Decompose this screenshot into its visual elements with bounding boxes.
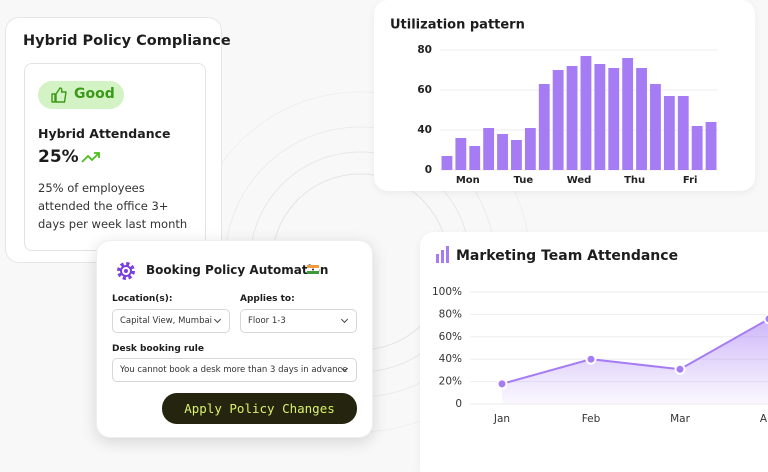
area — [502, 319, 768, 404]
y-tick-label: 80 — [417, 44, 432, 56]
inner-box: Good Hybrid Attendance 25% 25% of employ… — [24, 63, 206, 251]
bar — [497, 134, 508, 170]
bar — [511, 140, 522, 170]
field-label: Applies to: — [240, 294, 295, 304]
bar — [581, 56, 592, 170]
bar — [539, 84, 550, 170]
bar — [706, 122, 717, 170]
point — [587, 355, 596, 364]
bar — [442, 156, 453, 170]
bar — [553, 70, 564, 170]
floor-select[interactable]: Floor 1-3 — [240, 309, 357, 333]
x-tick-label: Apr — [760, 413, 768, 425]
bar — [469, 146, 480, 170]
y-tick-label: 40 — [417, 124, 432, 136]
utilization-card: Utilization pattern 0 40 60 80 Mon Tue Wed Thu F… — [374, 0, 755, 191]
bar — [594, 64, 605, 170]
page: Hybrid Policy Compliance Good Hybrid Att… — [0, 0, 768, 460]
chart-title: Marketing Team Attendance — [456, 248, 678, 264]
y-tick-label: 0 — [455, 398, 462, 410]
bar — [525, 128, 536, 170]
bar-chart: Utilization pattern 0 40 60 80 Mon Tue Wed Thu F… — [374, 0, 755, 191]
status-text: Good — [74, 86, 115, 102]
description: 25% of employees attended the office 3+ … — [38, 179, 198, 233]
gear-icon — [114, 259, 138, 283]
x-tick-label: Wed — [567, 175, 592, 186]
line-chart: Marketing Team Attendance 0 20% 40% 60% 80% 1… — [420, 232, 768, 472]
bar — [608, 68, 619, 170]
bar — [622, 58, 633, 170]
trend-icon — [81, 150, 101, 164]
bar — [483, 128, 494, 170]
x-tick-label: Feb — [582, 413, 601, 425]
x-tick-label: Mon — [456, 175, 480, 186]
booking-card: Booking Policy Automation Location(s): A… — [96, 240, 373, 438]
status-badge: Good — [38, 81, 124, 109]
attendance-card: Marketing Team Attendance 0 20% 40% 60% 80% 1… — [420, 232, 768, 472]
thumb-icon — [50, 86, 68, 104]
x-tick-label: Fri — [683, 175, 698, 186]
bar — [636, 68, 647, 170]
x-tick-label: Tue — [514, 175, 534, 186]
x-tick-label: Jan — [493, 413, 510, 425]
bar — [567, 66, 578, 170]
bar — [650, 84, 661, 170]
card-title: Hybrid Policy Compliance — [23, 33, 231, 49]
bar — [455, 138, 466, 170]
chart-icon — [436, 246, 449, 263]
metric-value: 25% — [38, 147, 79, 167]
rule-select[interactable]: You cannot book a desk more than 3 days … — [112, 358, 357, 382]
point — [676, 365, 685, 374]
y-tick-label: 20% — [439, 376, 462, 388]
card-title: Booking Policy Automation — [146, 263, 328, 277]
bar — [692, 126, 703, 170]
field-label: Desk booking rule — [112, 344, 204, 354]
chart-title: Utilization pattern — [390, 18, 525, 33]
x-tick-label: Thu — [624, 175, 645, 186]
flag-icon — [307, 265, 319, 274]
compliance-card: Hybrid Policy Compliance Good Hybrid Att… — [5, 17, 222, 263]
field-label: Location(s): — [112, 294, 173, 304]
apply-button[interactable]: Apply Policy Changes — [162, 393, 357, 424]
y-tick-label: 80% — [439, 308, 462, 320]
y-tick-label: 40% — [439, 353, 462, 365]
metric-label: Hybrid Attendance — [38, 126, 170, 141]
location-select[interactable]: Capital View, Mumbai — [112, 309, 230, 333]
x-tick-label: Mar — [670, 413, 690, 425]
y-tick-label: 60 — [417, 84, 432, 96]
point — [765, 314, 768, 323]
bar — [678, 96, 689, 170]
y-tick-label: 100% — [432, 286, 462, 298]
bar — [664, 96, 675, 170]
y-tick-label: 60% — [439, 331, 462, 343]
y-tick-label: 0 — [425, 164, 432, 176]
point — [498, 379, 507, 388]
